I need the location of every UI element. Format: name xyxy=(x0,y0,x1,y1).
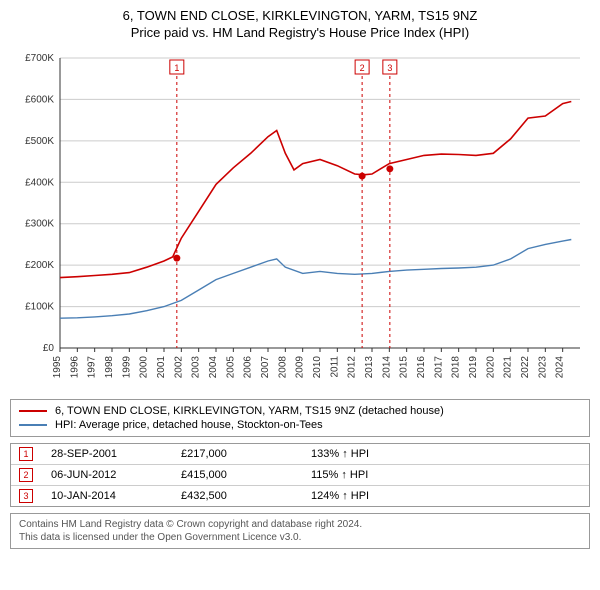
event-row: 3 10-JAN-2014£432,500124% ↑ HPI xyxy=(11,485,589,506)
svg-text:2011: 2011 xyxy=(329,356,340,378)
svg-text:2017: 2017 xyxy=(433,356,444,379)
svg-text:2001: 2001 xyxy=(156,356,167,379)
event-ratio: 133% ↑ HPI xyxy=(311,448,581,460)
svg-text:2003: 2003 xyxy=(191,356,202,379)
svg-text:2019: 2019 xyxy=(468,356,479,379)
event-date: 06-JUN-2012 xyxy=(51,469,181,481)
event-date: 28-SEP-2001 xyxy=(51,448,181,460)
svg-text:2004: 2004 xyxy=(208,356,219,379)
credit-line-1: Contains HM Land Registry data © Crown c… xyxy=(19,518,581,531)
event-marker-icon: 2 xyxy=(19,468,33,482)
svg-text:£100K: £100K xyxy=(25,302,54,313)
svg-text:2024: 2024 xyxy=(555,356,566,379)
event-ratio: 115% ↑ HPI xyxy=(311,469,581,481)
chart-subtitle: Price paid vs. HM Land Registry's House … xyxy=(10,25,590,40)
line-chart-svg: £0 £100K £200K £300K £400K £500K £600K £700K 199… xyxy=(10,48,590,388)
legend-swatch xyxy=(19,424,47,426)
chart-title: 6, TOWN END CLOSE, KIRKLEVINGTON, YARM, … xyxy=(10,8,590,23)
svg-text:2022: 2022 xyxy=(520,356,531,379)
svg-text:1998: 1998 xyxy=(104,356,115,379)
event-price: £432,500 xyxy=(181,490,311,502)
event-row: 2 06-JUN-2012£415,000115% ↑ HPI xyxy=(11,464,589,485)
event-ratio: 124% ↑ HPI xyxy=(311,490,581,502)
chart-area: £0 £100K £200K £300K £400K £500K £600K £700K 199… xyxy=(10,48,590,393)
svg-text:£500K: £500K xyxy=(25,136,54,147)
svg-text:£0: £0 xyxy=(43,343,55,354)
svg-text:2015: 2015 xyxy=(399,356,410,379)
event-date: 10-JAN-2014 xyxy=(51,490,181,502)
svg-text:£200K: £200K xyxy=(25,260,54,271)
svg-text:2013: 2013 xyxy=(364,356,375,379)
chart-container: 6, TOWN END CLOSE, KIRKLEVINGTON, YARM, … xyxy=(0,0,600,555)
svg-text:2005: 2005 xyxy=(225,356,236,379)
svg-text:£400K: £400K xyxy=(25,177,54,188)
svg-text:£300K: £300K xyxy=(25,219,54,230)
svg-text:2000: 2000 xyxy=(139,356,150,379)
svg-text:2002: 2002 xyxy=(173,356,184,379)
svg-text:2014: 2014 xyxy=(381,356,392,379)
svg-text:2023: 2023 xyxy=(537,356,548,379)
svg-text:1996: 1996 xyxy=(69,356,80,379)
legend-item: 6, TOWN END CLOSE, KIRKLEVINGTON, YARM, … xyxy=(19,404,581,418)
svg-text:1997: 1997 xyxy=(87,356,98,379)
svg-text:2009: 2009 xyxy=(295,356,306,379)
event-price: £415,000 xyxy=(181,469,311,481)
svg-text:2012: 2012 xyxy=(347,356,358,379)
svg-text:2008: 2008 xyxy=(277,356,288,379)
svg-text:2: 2 xyxy=(360,63,365,73)
svg-text:2016: 2016 xyxy=(416,356,427,379)
event-row: 1 28-SEP-2001£217,000133% ↑ HPI xyxy=(11,444,589,464)
svg-text:2021: 2021 xyxy=(503,356,514,379)
legend-swatch xyxy=(19,410,47,412)
events-table: 1 28-SEP-2001£217,000133% ↑ HPI 2 06-JUN-20… xyxy=(10,443,590,507)
legend-item: HPI: Average price, detached house, Stoc… xyxy=(19,418,581,432)
legend-label: HPI: Average price, detached house, Stoc… xyxy=(55,419,323,431)
event-marker-icon: 1 xyxy=(19,447,33,461)
svg-text:2006: 2006 xyxy=(243,356,254,379)
legend-box: 6, TOWN END CLOSE, KIRKLEVINGTON, YARM, … xyxy=(10,399,590,437)
event-marker-icon: 3 xyxy=(19,489,33,503)
svg-text:3: 3 xyxy=(387,63,392,73)
svg-text:2010: 2010 xyxy=(312,356,323,379)
svg-text:1995: 1995 xyxy=(52,356,63,379)
legend-label: 6, TOWN END CLOSE, KIRKLEVINGTON, YARM, … xyxy=(55,405,444,417)
svg-text:2007: 2007 xyxy=(260,356,271,379)
credit-line-2: This data is licensed under the Open Gov… xyxy=(19,531,581,544)
svg-text:2020: 2020 xyxy=(485,356,496,379)
credit-box: Contains HM Land Registry data © Crown c… xyxy=(10,513,590,549)
event-price: £217,000 xyxy=(181,448,311,460)
svg-text:£600K: £600K xyxy=(25,94,54,105)
svg-text:£700K: £700K xyxy=(25,53,54,64)
svg-text:1: 1 xyxy=(174,63,179,73)
svg-text:2018: 2018 xyxy=(451,356,462,379)
svg-text:1999: 1999 xyxy=(121,356,132,379)
